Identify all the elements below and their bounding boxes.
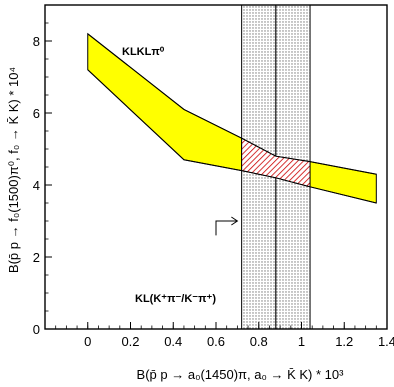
plot-area xyxy=(87,5,377,329)
x-tick-label: 0 xyxy=(84,334,91,349)
axis-ticks: 0 0.2 0.4 0.6 0.8 1 1.2 1.4 0 2 4 6 8 xyxy=(33,4,394,349)
y-tick-label: 0 xyxy=(33,322,40,337)
y-tick-label: 8 xyxy=(33,34,40,49)
x-tick-label: 0.2 xyxy=(121,334,139,349)
band-label-klkpi: KL(K⁺π⁻/K⁻π⁺) xyxy=(135,293,216,305)
band-lower-edge xyxy=(87,69,377,204)
x-tick-label: 1.4 xyxy=(378,334,394,349)
x-tick-label: 0.8 xyxy=(250,334,268,349)
arrow-annotation xyxy=(215,220,238,236)
y-axis-label: B(p̄ p → f₀(1500)π⁰, f₀ → K̄ K) * 10⁴ xyxy=(6,67,21,273)
band-klklpi0 xyxy=(87,32,377,204)
y-tick-label: 2 xyxy=(33,250,40,265)
band-label-klklpi0: KLKLπ⁰ xyxy=(122,46,165,58)
x-tick-label: 0.4 xyxy=(164,334,182,349)
x-tick-label: 1.2 xyxy=(335,334,353,349)
x-axis-label: B(p̄ p → a₀(1450)π, a₀ → K̄ K) * 10³ xyxy=(137,367,345,382)
x-tick-label: 0.6 xyxy=(207,334,225,349)
arrow-head xyxy=(231,216,239,226)
y-tick-label: 4 xyxy=(33,178,40,193)
band-upper-edge xyxy=(87,33,377,175)
x-tick-label: 1 xyxy=(298,334,305,349)
y-tick-label: 6 xyxy=(33,106,40,121)
